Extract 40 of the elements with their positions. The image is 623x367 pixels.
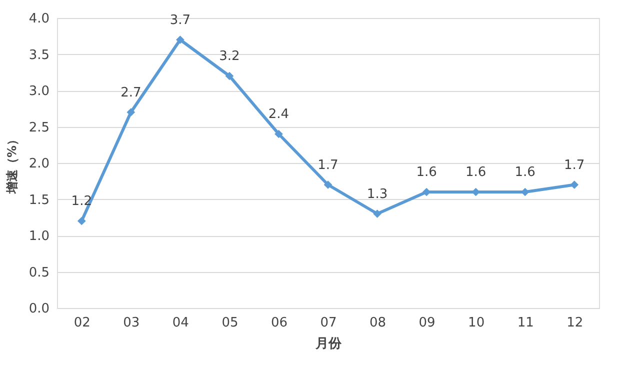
point: [176, 36, 184, 44]
y-tick-label: 3.5: [28, 48, 50, 63]
point: [324, 180, 332, 189]
point: [77, 216, 86, 226]
x-tick-label: 05: [222, 316, 238, 330]
data-label: 1.7: [318, 158, 338, 173]
x-tick-label: 12: [566, 316, 584, 330]
x-tick-label: 04: [172, 316, 189, 330]
x-tick-label: 08: [370, 316, 386, 330]
data-label: 1.6: [465, 165, 486, 180]
y-tick-label: 1.0: [28, 229, 50, 244]
data-label: 1.6: [416, 165, 437, 180]
y-axis-title: 增速（%）: [4, 133, 19, 195]
y-tick-label: 0.5: [28, 265, 50, 280]
data-label: 1.3: [366, 186, 388, 202]
data-label: 2.4: [268, 107, 290, 122]
x-tick-label: 09: [418, 316, 436, 330]
y-tick-label: 2.0: [28, 156, 50, 172]
x-tick-label: 07: [320, 316, 337, 330]
x-tick-label: 10: [468, 316, 485, 330]
data-label: 3.2: [219, 49, 240, 64]
data-label: 2.7: [120, 85, 142, 100]
point: [373, 210, 382, 218]
y-tick-label: 0.0: [28, 302, 50, 316]
y-tick-label: 1.5: [28, 192, 50, 208]
data-label: 3.7: [170, 12, 191, 28]
data-label: 1.6: [514, 165, 536, 180]
data-label: 1.7: [564, 158, 585, 173]
y-tick-label: 3.0: [28, 84, 50, 99]
point: [570, 180, 579, 189]
point: [225, 72, 234, 80]
point: [274, 130, 283, 138]
x-tick-label: 03: [123, 316, 140, 330]
x-axis-title: 月份: [314, 336, 342, 352]
y-tick-label: 4.0: [28, 12, 50, 26]
point: [126, 108, 136, 116]
x-tick-label: 11: [517, 316, 534, 330]
x-tick-label: 02: [74, 316, 90, 330]
x-tick-label: 06: [270, 316, 288, 330]
y-tick-label: 2.5: [28, 120, 50, 136]
